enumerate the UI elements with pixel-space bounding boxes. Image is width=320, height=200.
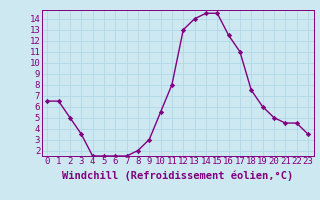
- X-axis label: Windchill (Refroidissement éolien,°C): Windchill (Refroidissement éolien,°C): [62, 171, 293, 181]
